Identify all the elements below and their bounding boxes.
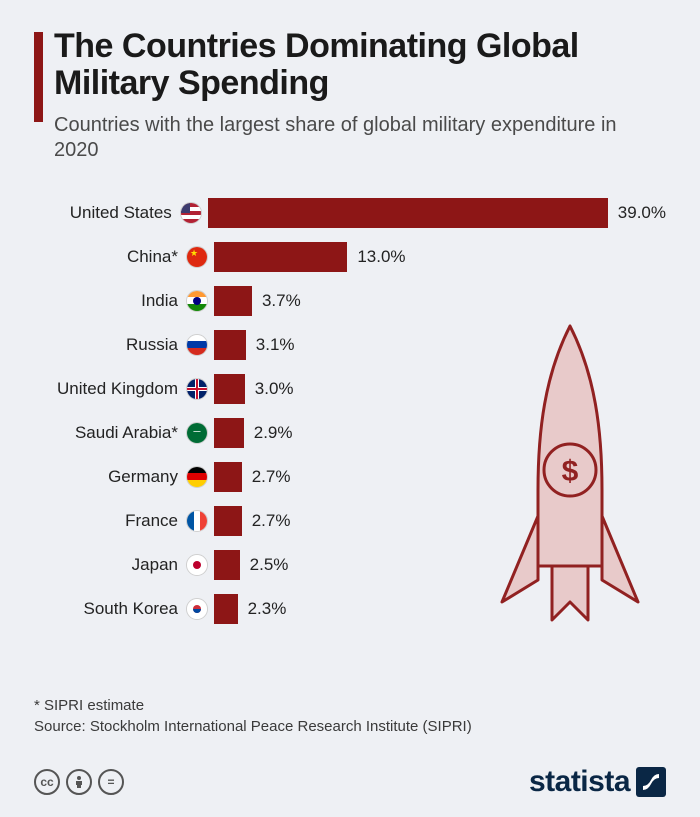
bar-row: United Kingdom 3.0% xyxy=(34,367,666,411)
country-label: Russia xyxy=(34,335,186,355)
flag-cn-icon: ★ xyxy=(186,246,208,268)
bar-area: 3.0% xyxy=(214,374,666,404)
flag-de-icon xyxy=(186,466,208,488)
bar-row: United States 39.0% xyxy=(34,191,666,235)
country-label: South Korea xyxy=(34,599,186,619)
bar-row: China*★ 13.0% xyxy=(34,235,666,279)
flag-in-icon xyxy=(186,290,208,312)
bar-area: 2.7% xyxy=(214,462,666,492)
bar-row: France 2.7% xyxy=(34,499,666,543)
country-label: China* xyxy=(34,247,186,267)
bar-value: 2.3% xyxy=(248,599,287,619)
flag-kr-icon xyxy=(186,598,208,620)
flag-us-icon xyxy=(180,202,202,224)
country-label: Saudi Arabia* xyxy=(34,423,186,443)
country-label: India xyxy=(34,291,186,311)
bar xyxy=(214,462,242,492)
cc-icon: cc xyxy=(34,769,60,795)
bar-area: 2.9% xyxy=(214,418,666,448)
bar-value: 39.0% xyxy=(618,203,666,223)
bar-row: Germany 2.7% xyxy=(34,455,666,499)
bar-value: 2.9% xyxy=(254,423,293,443)
bar xyxy=(214,506,242,536)
flag-jp-icon xyxy=(186,554,208,576)
flag-sa-icon: ـــ xyxy=(186,422,208,444)
logo-mark-icon xyxy=(636,767,666,797)
bar-value: 13.0% xyxy=(357,247,405,267)
country-label: Japan xyxy=(34,555,186,575)
chart-title: The Countries Dominating Global Military… xyxy=(54,28,666,103)
title-block: The Countries Dominating Global Military… xyxy=(34,28,666,163)
bar xyxy=(214,594,238,624)
bar-row: Russia 3.1% xyxy=(34,323,666,367)
bar-value: 3.0% xyxy=(255,379,294,399)
bar-area: 3.1% xyxy=(214,330,666,360)
country-label: United Kingdom xyxy=(34,379,186,399)
bar-area: 2.3% xyxy=(214,594,666,624)
bar xyxy=(214,330,246,360)
bar-area: 2.5% xyxy=(214,550,666,580)
bar-value: 2.5% xyxy=(250,555,289,575)
footnotes: * SIPRI estimate Source: Stockholm Inter… xyxy=(34,697,472,739)
bar-row: Japan 2.5% xyxy=(34,543,666,587)
bar-area: 13.0% xyxy=(214,242,666,272)
bar xyxy=(214,286,252,316)
bar-area: 2.7% xyxy=(214,506,666,536)
statista-logo: statista xyxy=(529,765,666,799)
footer: cc = statista xyxy=(0,753,700,817)
cc-by-icon xyxy=(66,769,92,795)
bar xyxy=(208,198,608,228)
estimate-note: * SIPRI estimate xyxy=(34,697,472,714)
bar-area: 3.7% xyxy=(214,286,666,316)
cc-license: cc = xyxy=(34,769,124,795)
bar-row: Saudi Arabia*ـــ 2.9% xyxy=(34,411,666,455)
bar-value: 2.7% xyxy=(252,467,291,487)
country-label: United States xyxy=(34,203,180,223)
flag-ru-icon xyxy=(186,334,208,356)
chart-subtitle: Countries with the largest share of glob… xyxy=(54,113,666,163)
accent-bar xyxy=(34,32,43,122)
bar-value: 3.1% xyxy=(256,335,295,355)
logo-text: statista xyxy=(529,765,630,799)
flag-gb-icon xyxy=(186,378,208,400)
cc-nd-icon: = xyxy=(98,769,124,795)
bar-row: South Korea 2.3% xyxy=(34,587,666,631)
bar-chart: United States 39.0% China*★ 13.0% India 3.7% R… xyxy=(34,191,666,631)
bar-row: India 3.7% xyxy=(34,279,666,323)
bar xyxy=(214,242,347,272)
source-note: Source: Stockholm International Peace Re… xyxy=(34,718,472,735)
bar-area: 39.0% xyxy=(208,198,666,228)
bar xyxy=(214,418,244,448)
bar xyxy=(214,374,245,404)
country-label: France xyxy=(34,511,186,531)
bar-value: 2.7% xyxy=(252,511,291,531)
country-label: Germany xyxy=(34,467,186,487)
flag-fr-icon xyxy=(186,510,208,532)
bar-value: 3.7% xyxy=(262,291,301,311)
bar xyxy=(214,550,240,580)
